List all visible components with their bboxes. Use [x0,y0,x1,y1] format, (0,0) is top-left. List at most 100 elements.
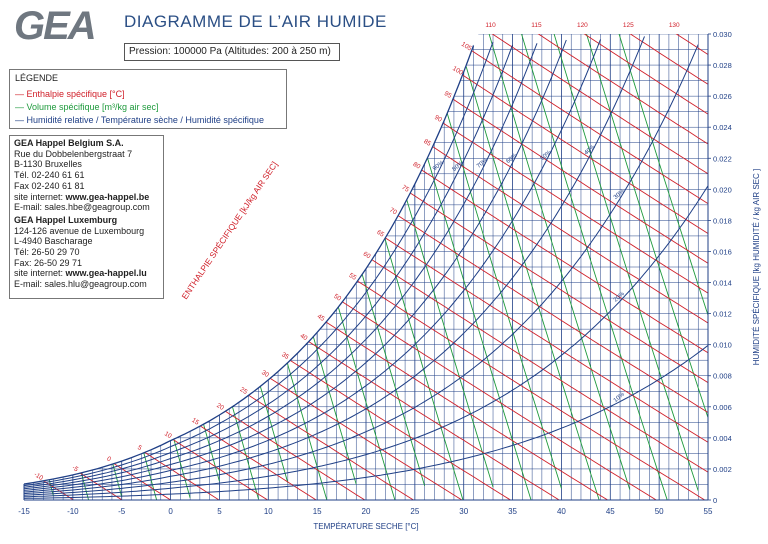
legend-item-enthalpy: — Enthalpie spécifique [°C] [15,89,125,99]
y-tick-label: 0.004 [713,434,732,443]
enthalpy-label: 110 [485,22,496,29]
enthalpy-label: 45 [316,313,326,323]
x-tick-label: 50 [655,507,664,516]
legend-item-rh: — Humidité relative / Température sèche … [15,115,264,125]
email-line[interactable]: E-mail: sales.hlu@geagroup.com [14,279,147,290]
enthalpy-label: 0 [105,455,112,463]
y-tick-label: 0.002 [713,465,732,474]
x-tick-label: 20 [362,507,371,516]
enthalpy-line [610,34,708,87]
enthalpy-label: 25 [239,386,249,396]
enthalpy-label: -5 [71,464,80,473]
website-line: site internet: www.gea-happel.be [14,192,159,203]
y-tick-label: 0.028 [713,61,732,70]
address-line: Rue du Dobbelenbergstraat 7 [14,148,133,159]
enthalpy-line [101,34,708,414]
enthalpy-label: 5 [136,444,143,452]
enthalpy-label: 95 [443,90,453,100]
enthalpy-label: 75 [400,184,410,194]
enthalpy-label: 15 [190,417,200,427]
contact-box: GEA Happel Belgium S.A. Rue du Dobbelenb… [9,135,164,299]
relative-humidity-curve [23,44,699,496]
company-name: GEA Happel Luxemburg [14,214,118,225]
enthalpy-line [522,34,708,146]
x-tick-label: 15 [313,507,322,516]
y-tick-label: 0 [713,496,717,505]
specific-volume-line [512,34,670,500]
y-tick-label: 0.006 [713,403,732,412]
website-link[interactable]: www.gea-happel.be [65,191,150,202]
saturation-curve [23,45,475,485]
enthalpy-label: 30 [260,369,270,379]
enthalpy-label: 80 [412,161,422,171]
legend-item-volume: — Volume spécifique [m³/kg air sec] [15,102,159,112]
specific-volume-line [609,34,708,464]
enthalpy-line [24,309,308,500]
y-tick-label: 0.024 [713,123,732,132]
y-tick-label: 0.010 [713,341,732,350]
enthalpy-label: 120 [577,22,588,29]
y-tick-label: 0.008 [713,372,732,381]
enthalpy-line [473,34,708,176]
fax-line: Fax: 26-50 29 71 [14,257,83,268]
x-tick-label: 0 [168,507,173,516]
enthalpy-label: 60 [362,251,372,261]
y-axis-label: HUMIDITÉ SPÉCIFIQUE [kg HUMIDITÉ / kg AI… [752,169,761,365]
enthalpy-label: 105 [460,41,473,53]
legend-box: LÉGENDE — Enthalpie spécifique [°C] — Vo… [9,69,287,129]
x-tick-label: 25 [410,507,419,516]
relative-humidity-curve [23,43,538,490]
fax-line: Fax 02-240 61 81 [14,180,85,191]
relative-humidity-curve [23,39,601,493]
y-tick-label: 0.012 [713,310,732,319]
enthalpy-label: 10 [163,430,173,440]
enthalpy-label: 20 [215,402,225,412]
gea-logo: GEA [14,4,97,48]
x-tick-label: -15 [18,507,30,516]
enthalpy-line [561,34,708,117]
x-tick-label: 45 [606,507,615,516]
phone-line: Tél. 02-240 61 61 [14,170,85,181]
x-tick-label: 40 [557,507,566,516]
y-tick-label: 0.016 [713,247,732,256]
website-line: site internet: www.gea-happel.lu [14,268,159,279]
email-line[interactable]: E-mail: sales.hbe@geagroup.com [14,202,150,213]
relative-humidity-curve [23,36,645,495]
x-tick-label: 55 [704,507,713,516]
x-tick-label: -10 [67,507,79,516]
city-line: L-4940 Bascharage [14,236,93,247]
enthalpy-axis-label: ENTHALPIE SPÉCIFIQUE [kJ/kg AIR SEC] [180,160,280,301]
website-prefix: site internet: [14,268,66,279]
enthalpy-label: 100 [451,65,464,77]
pressure-box: Pression: 100000 Pa (Altitudes: 200 à 25… [124,43,340,61]
enthalpy-label: 55 [348,272,358,282]
relative-humidity-curve [23,345,709,499]
specific-volume-line [541,34,699,491]
x-tick-label: 30 [459,507,468,516]
enthalpy-line [24,372,210,500]
enthalpy-label: 65 [375,229,385,239]
phone-line: Tél: 26-50 29 70 [14,247,80,258]
enthalpy-label: -10 [32,471,44,482]
y-tick-label: 0.014 [713,279,732,288]
enthalpy-label: 90 [433,114,443,124]
city-line: B-1130 Bruxelles [14,159,82,170]
x-tick-label: -5 [118,507,126,516]
address-line: 124-126 avenue de Luxembourg [14,225,145,236]
enthalpy-label: 50 [332,293,342,303]
relative-humidity-curve [23,44,514,488]
y-tick-label: 0.030 [713,30,732,39]
y-tick-label: 0.020 [713,185,732,194]
enthalpy-label: 115 [531,22,542,29]
website-link[interactable]: www.gea-happel.lu [65,268,147,279]
y-tick-label: 0.018 [713,216,732,225]
relative-humidity-curves [23,36,709,499]
axes [23,33,711,501]
y-tick-label: 0.022 [713,154,732,163]
y-tick-label: 0.026 [713,92,732,101]
legend-title: LÉGENDE [15,73,59,83]
relative-humidity-curve [23,41,494,487]
enthalpy-label: 40 [299,332,309,342]
relative-humidity-curve [23,39,567,491]
enthalpy-label: 130 [669,22,680,29]
